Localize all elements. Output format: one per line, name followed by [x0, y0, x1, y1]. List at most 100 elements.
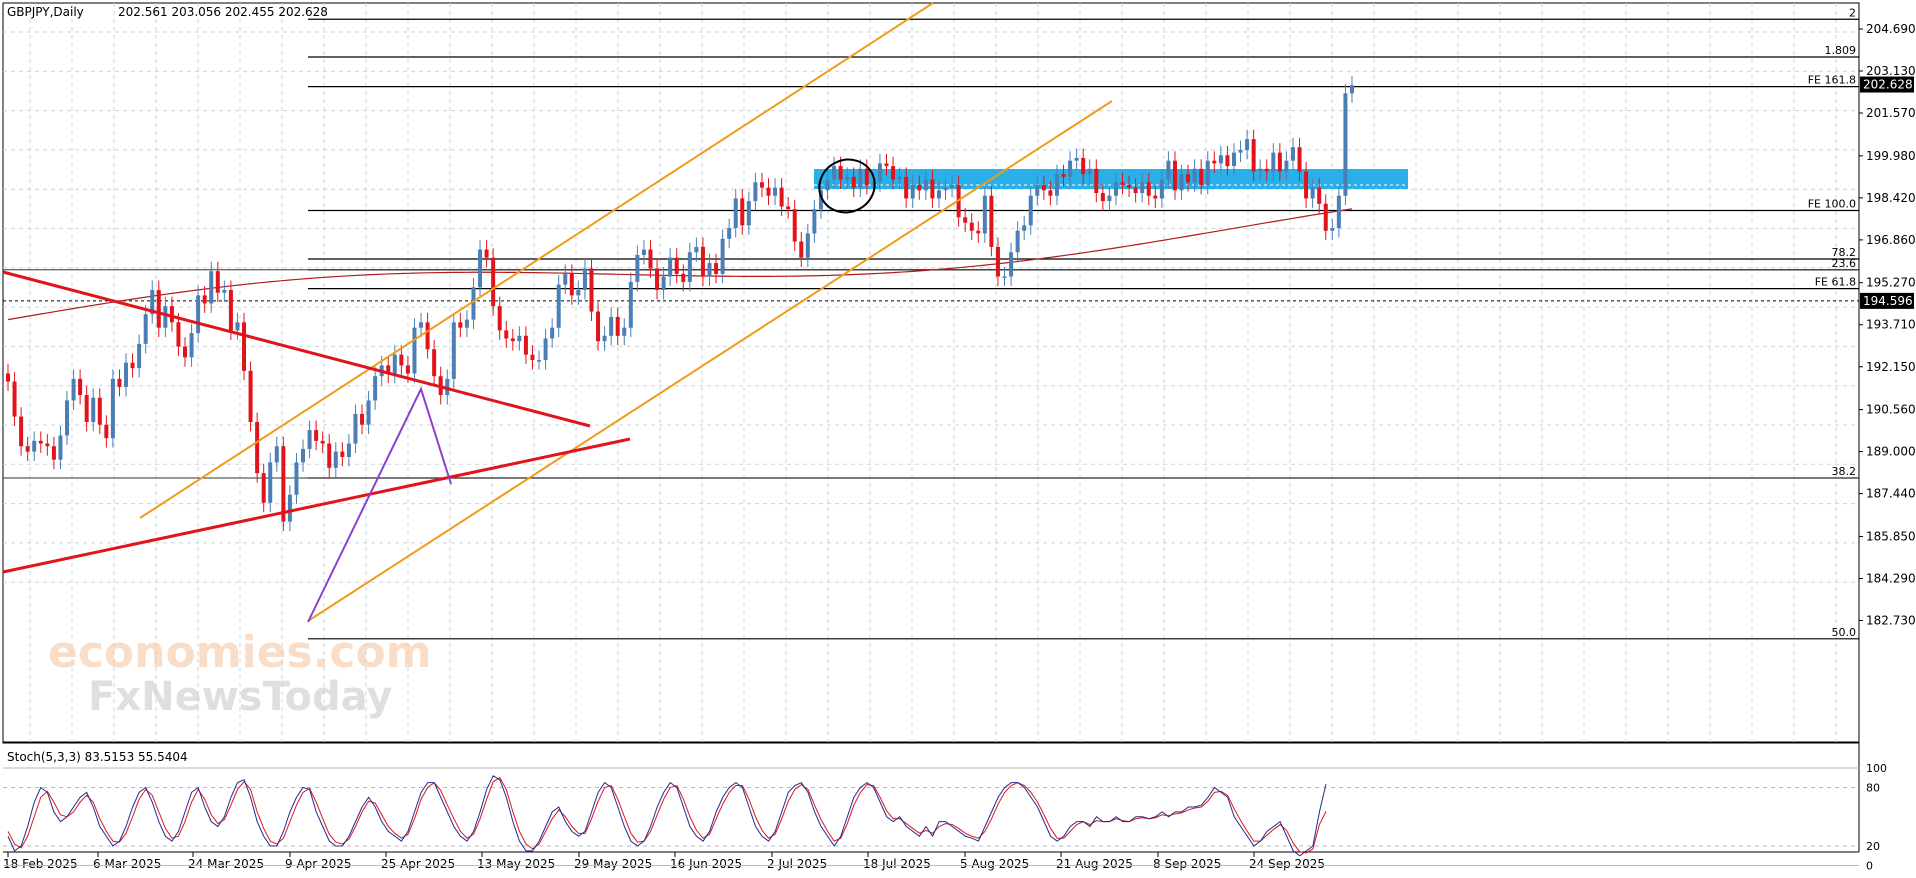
candle-body — [1127, 184, 1132, 188]
candle-body — [65, 400, 70, 436]
candle-body — [1251, 139, 1256, 172]
candle-body — [471, 287, 476, 320]
stoch-level-label: 20 — [1866, 840, 1880, 853]
candle-body — [674, 257, 679, 274]
watermark-line1: economies.com — [48, 627, 432, 678]
candle-body — [392, 354, 397, 374]
candle-body — [655, 268, 660, 290]
candle-body — [320, 440, 325, 444]
drawings — [2, 2, 1113, 623]
candle-body — [1054, 174, 1059, 196]
candle-body — [727, 228, 732, 239]
candle-body — [832, 166, 837, 180]
candle-body — [1048, 190, 1053, 196]
y-tick-label: 195.270 — [1866, 276, 1916, 290]
candle-body — [622, 327, 627, 336]
candle-body — [1041, 184, 1046, 191]
y-tick-label: 203.130 — [1866, 64, 1916, 78]
candle-body — [1192, 168, 1197, 183]
candle-body — [1284, 160, 1289, 172]
candle-body — [963, 217, 968, 223]
candle-body — [6, 373, 10, 382]
candle-body — [589, 268, 594, 312]
candle-body — [668, 257, 673, 277]
candle-body — [1068, 160, 1073, 177]
ohlc-label: 202.561 203.056 202.455 202.628 — [118, 5, 328, 19]
fib-levels: 2 1.809 FE 161.8 FE 100.0 78.223.6 FE 61.8 38.… — [3, 6, 1914, 640]
x-tick-label: 29 May 2025 — [574, 857, 652, 871]
candle-body — [1133, 187, 1138, 194]
candles — [6, 75, 1354, 532]
stochastic-panel: 100 80 20 0 — [3, 762, 1887, 873]
ma-line — [7, 208, 1353, 321]
candle-body — [346, 443, 351, 457]
candle-body — [694, 246, 699, 253]
candle-body — [563, 273, 568, 285]
candle-body — [864, 168, 869, 185]
candle-body — [314, 430, 319, 441]
x-tick-label: 18 Jul 2025 — [863, 857, 931, 871]
candle-body — [1035, 184, 1040, 196]
candle-body — [812, 209, 817, 234]
price-line-badge — [1860, 292, 1914, 309]
y-tick-label: 199.980 — [1866, 149, 1916, 163]
candle-body — [464, 319, 469, 328]
candle-body — [196, 295, 201, 334]
candle-body — [307, 430, 312, 449]
y-tick-label: 204.690 — [1866, 22, 1916, 36]
candle-body — [1120, 182, 1125, 185]
candle-body — [825, 179, 830, 191]
plot-frame — [2, 2, 1860, 744]
candle-body — [779, 187, 784, 207]
candle-body — [333, 451, 338, 468]
x-tick-label: 2 Jul 2025 — [767, 857, 827, 871]
candle-body — [1009, 252, 1014, 277]
candle-body — [1225, 155, 1230, 167]
candle-body — [1317, 187, 1322, 204]
x-tick-label: 8 Sep 2025 — [1153, 857, 1221, 871]
candle-body — [1172, 160, 1177, 191]
candle-body — [1238, 149, 1243, 153]
candle-body — [58, 435, 63, 460]
fib-label: FE 61.8 — [1815, 276, 1856, 289]
candle-body — [202, 295, 207, 304]
candle-body — [71, 378, 76, 401]
price-axis: 204.690 203.130 201.570 199.980 198.420 196.8… — [1859, 22, 1916, 628]
candle-body — [130, 362, 135, 369]
candle-body — [1146, 182, 1151, 196]
triangle-lower — [2, 437, 631, 574]
candle-body — [943, 187, 948, 191]
candle-body — [989, 195, 994, 247]
candle-body — [923, 179, 928, 191]
fib-label: 23.6 — [1832, 257, 1857, 270]
candle-body — [786, 206, 791, 210]
candle-body — [228, 289, 233, 331]
candle-body — [169, 306, 174, 323]
fib-label: 38.2 — [1832, 465, 1857, 478]
candle-body — [1199, 168, 1204, 185]
candle-body — [569, 273, 574, 296]
candle-body — [1002, 276, 1007, 279]
candle-body — [1140, 182, 1145, 194]
x-tick-label: 24 Mar 2025 — [188, 857, 264, 871]
candle-body — [366, 400, 371, 425]
candle-body — [1028, 195, 1033, 226]
y-tick-label: 193.710 — [1866, 318, 1916, 332]
y-tick-label: 198.420 — [1866, 191, 1916, 205]
candle-body — [707, 263, 712, 277]
candle-body — [576, 289, 581, 296]
stoch-k-line — [7, 775, 1327, 857]
candle-body — [596, 311, 601, 342]
candle-body — [1094, 168, 1099, 194]
candle-body — [537, 360, 542, 362]
candle-body — [150, 289, 155, 315]
candle-body — [386, 365, 391, 374]
candle-body — [137, 343, 142, 369]
candle-body — [163, 306, 168, 328]
x-tick-label: 16 Jun 2025 — [670, 857, 742, 871]
candle-body — [1081, 158, 1086, 175]
x-tick-label: 5 Aug 2025 — [960, 857, 1029, 871]
candle-body — [268, 462, 273, 503]
resistance-zone-rect — [814, 169, 1408, 189]
